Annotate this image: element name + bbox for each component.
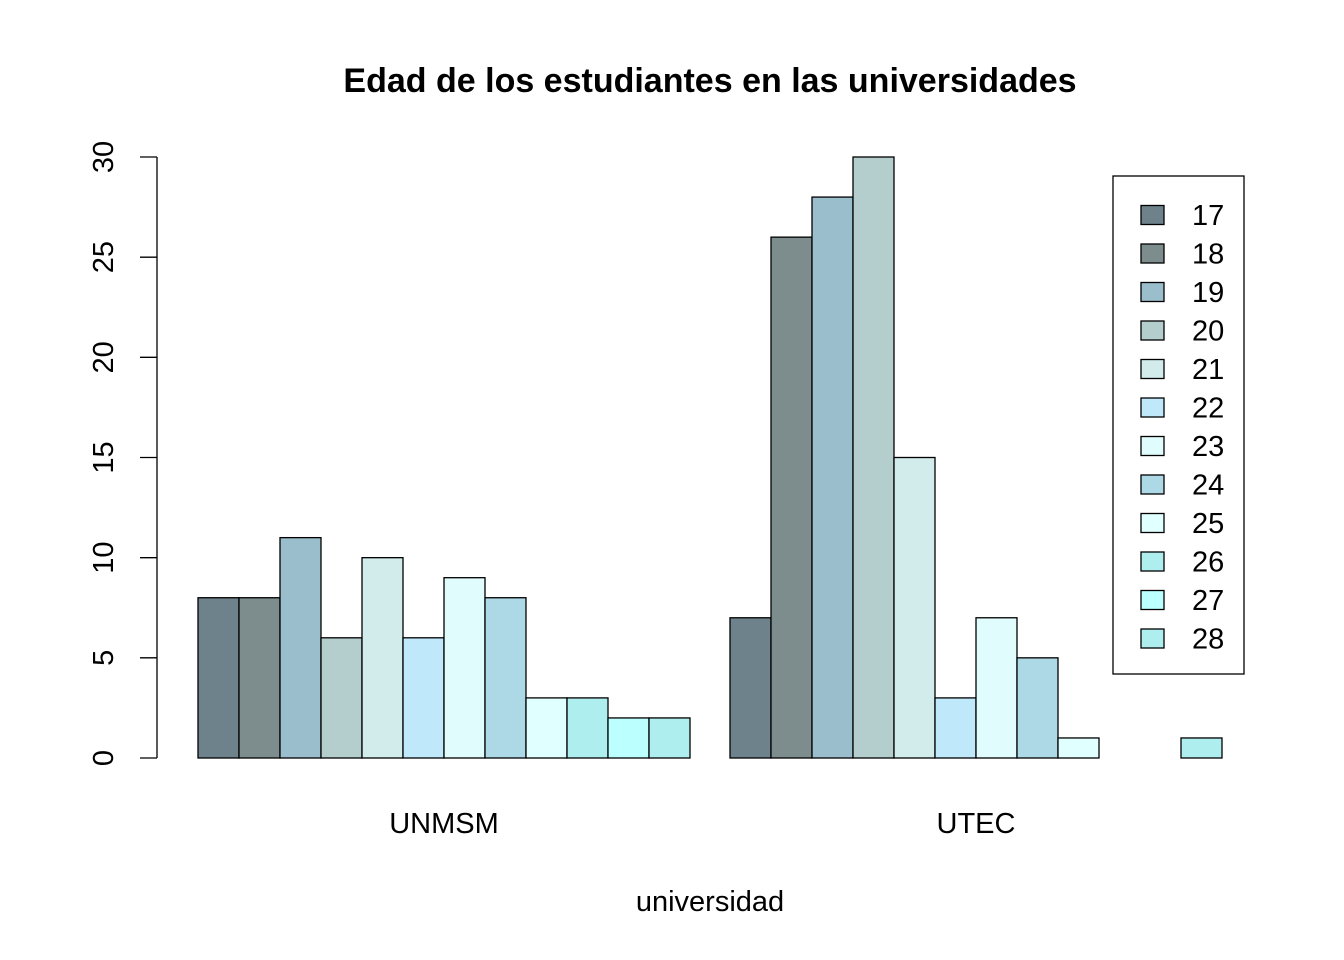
x-axis-labels: UNMSM UTEC: [389, 808, 1015, 840]
bar: [361, 557, 404, 759]
legend-swatch: [1140, 628, 1165, 649]
legend-swatch: [1140, 551, 1165, 572]
x-tick-label: UTEC: [937, 808, 1016, 840]
legend-swatch: [1140, 358, 1165, 380]
legend-label: 24: [1192, 470, 1224, 502]
y-tick-label: 10: [88, 542, 120, 574]
legend-label: 23: [1192, 431, 1224, 463]
y-tick-label: 20: [88, 341, 120, 373]
y-tick-label: 25: [88, 241, 120, 273]
bar: [770, 236, 813, 759]
bar: [1180, 737, 1223, 759]
bar: [852, 156, 895, 759]
bars: [197, 156, 1223, 759]
legend-label: 17: [1192, 200, 1224, 232]
bar: [648, 717, 691, 759]
legend-swatch: [1140, 320, 1165, 341]
legend-label: 26: [1192, 547, 1224, 579]
bar: [975, 617, 1018, 759]
legend-swatch: [1140, 204, 1165, 226]
bar: [320, 637, 363, 759]
bar: [566, 697, 609, 759]
y-axis: 0 5 10 15 20 25 30: [88, 141, 158, 766]
bar: [279, 536, 322, 759]
bar: [402, 637, 445, 759]
bar: [1057, 737, 1100, 759]
legend-swatch: [1140, 397, 1165, 418]
legend-swatch: [1140, 435, 1165, 457]
bar: [729, 617, 772, 759]
legend-label: 27: [1192, 585, 1224, 617]
bar: [1016, 657, 1059, 759]
x-tick-label: UNMSM: [389, 808, 499, 840]
legend-label: 22: [1192, 393, 1224, 425]
legend-swatch: [1140, 512, 1165, 534]
y-tick-label: 0: [88, 750, 120, 766]
bar: [607, 717, 650, 759]
bar: [197, 597, 240, 759]
legend: 17 18 19 20 21 22 23 24 25 26 27 28: [1112, 175, 1245, 675]
legend-label: 21: [1192, 354, 1224, 386]
bar: [525, 697, 568, 759]
legend-label: 19: [1192, 277, 1224, 309]
legend-box: [1112, 175, 1245, 675]
legend-label: 18: [1192, 239, 1224, 271]
legend-swatch: [1140, 474, 1165, 495]
bar: [238, 597, 281, 759]
y-tick-label: 5: [88, 650, 120, 666]
legend-swatch: [1140, 281, 1165, 303]
bar: [811, 196, 854, 759]
x-axis-title: universidad: [636, 886, 784, 918]
legend-label: 28: [1192, 624, 1224, 656]
bar: [443, 577, 486, 759]
legend-swatch: [1140, 243, 1165, 264]
bar: [893, 456, 936, 759]
y-tick-label: 15: [88, 441, 120, 473]
bar: [934, 697, 977, 759]
legend-label: 25: [1192, 508, 1224, 540]
chart-title: Edad de los estudiantes en las universid…: [343, 62, 1076, 100]
y-tick-label: 30: [88, 141, 120, 173]
legend-swatch: [1140, 589, 1165, 611]
bar: [484, 597, 527, 759]
legend-label: 20: [1192, 316, 1224, 348]
